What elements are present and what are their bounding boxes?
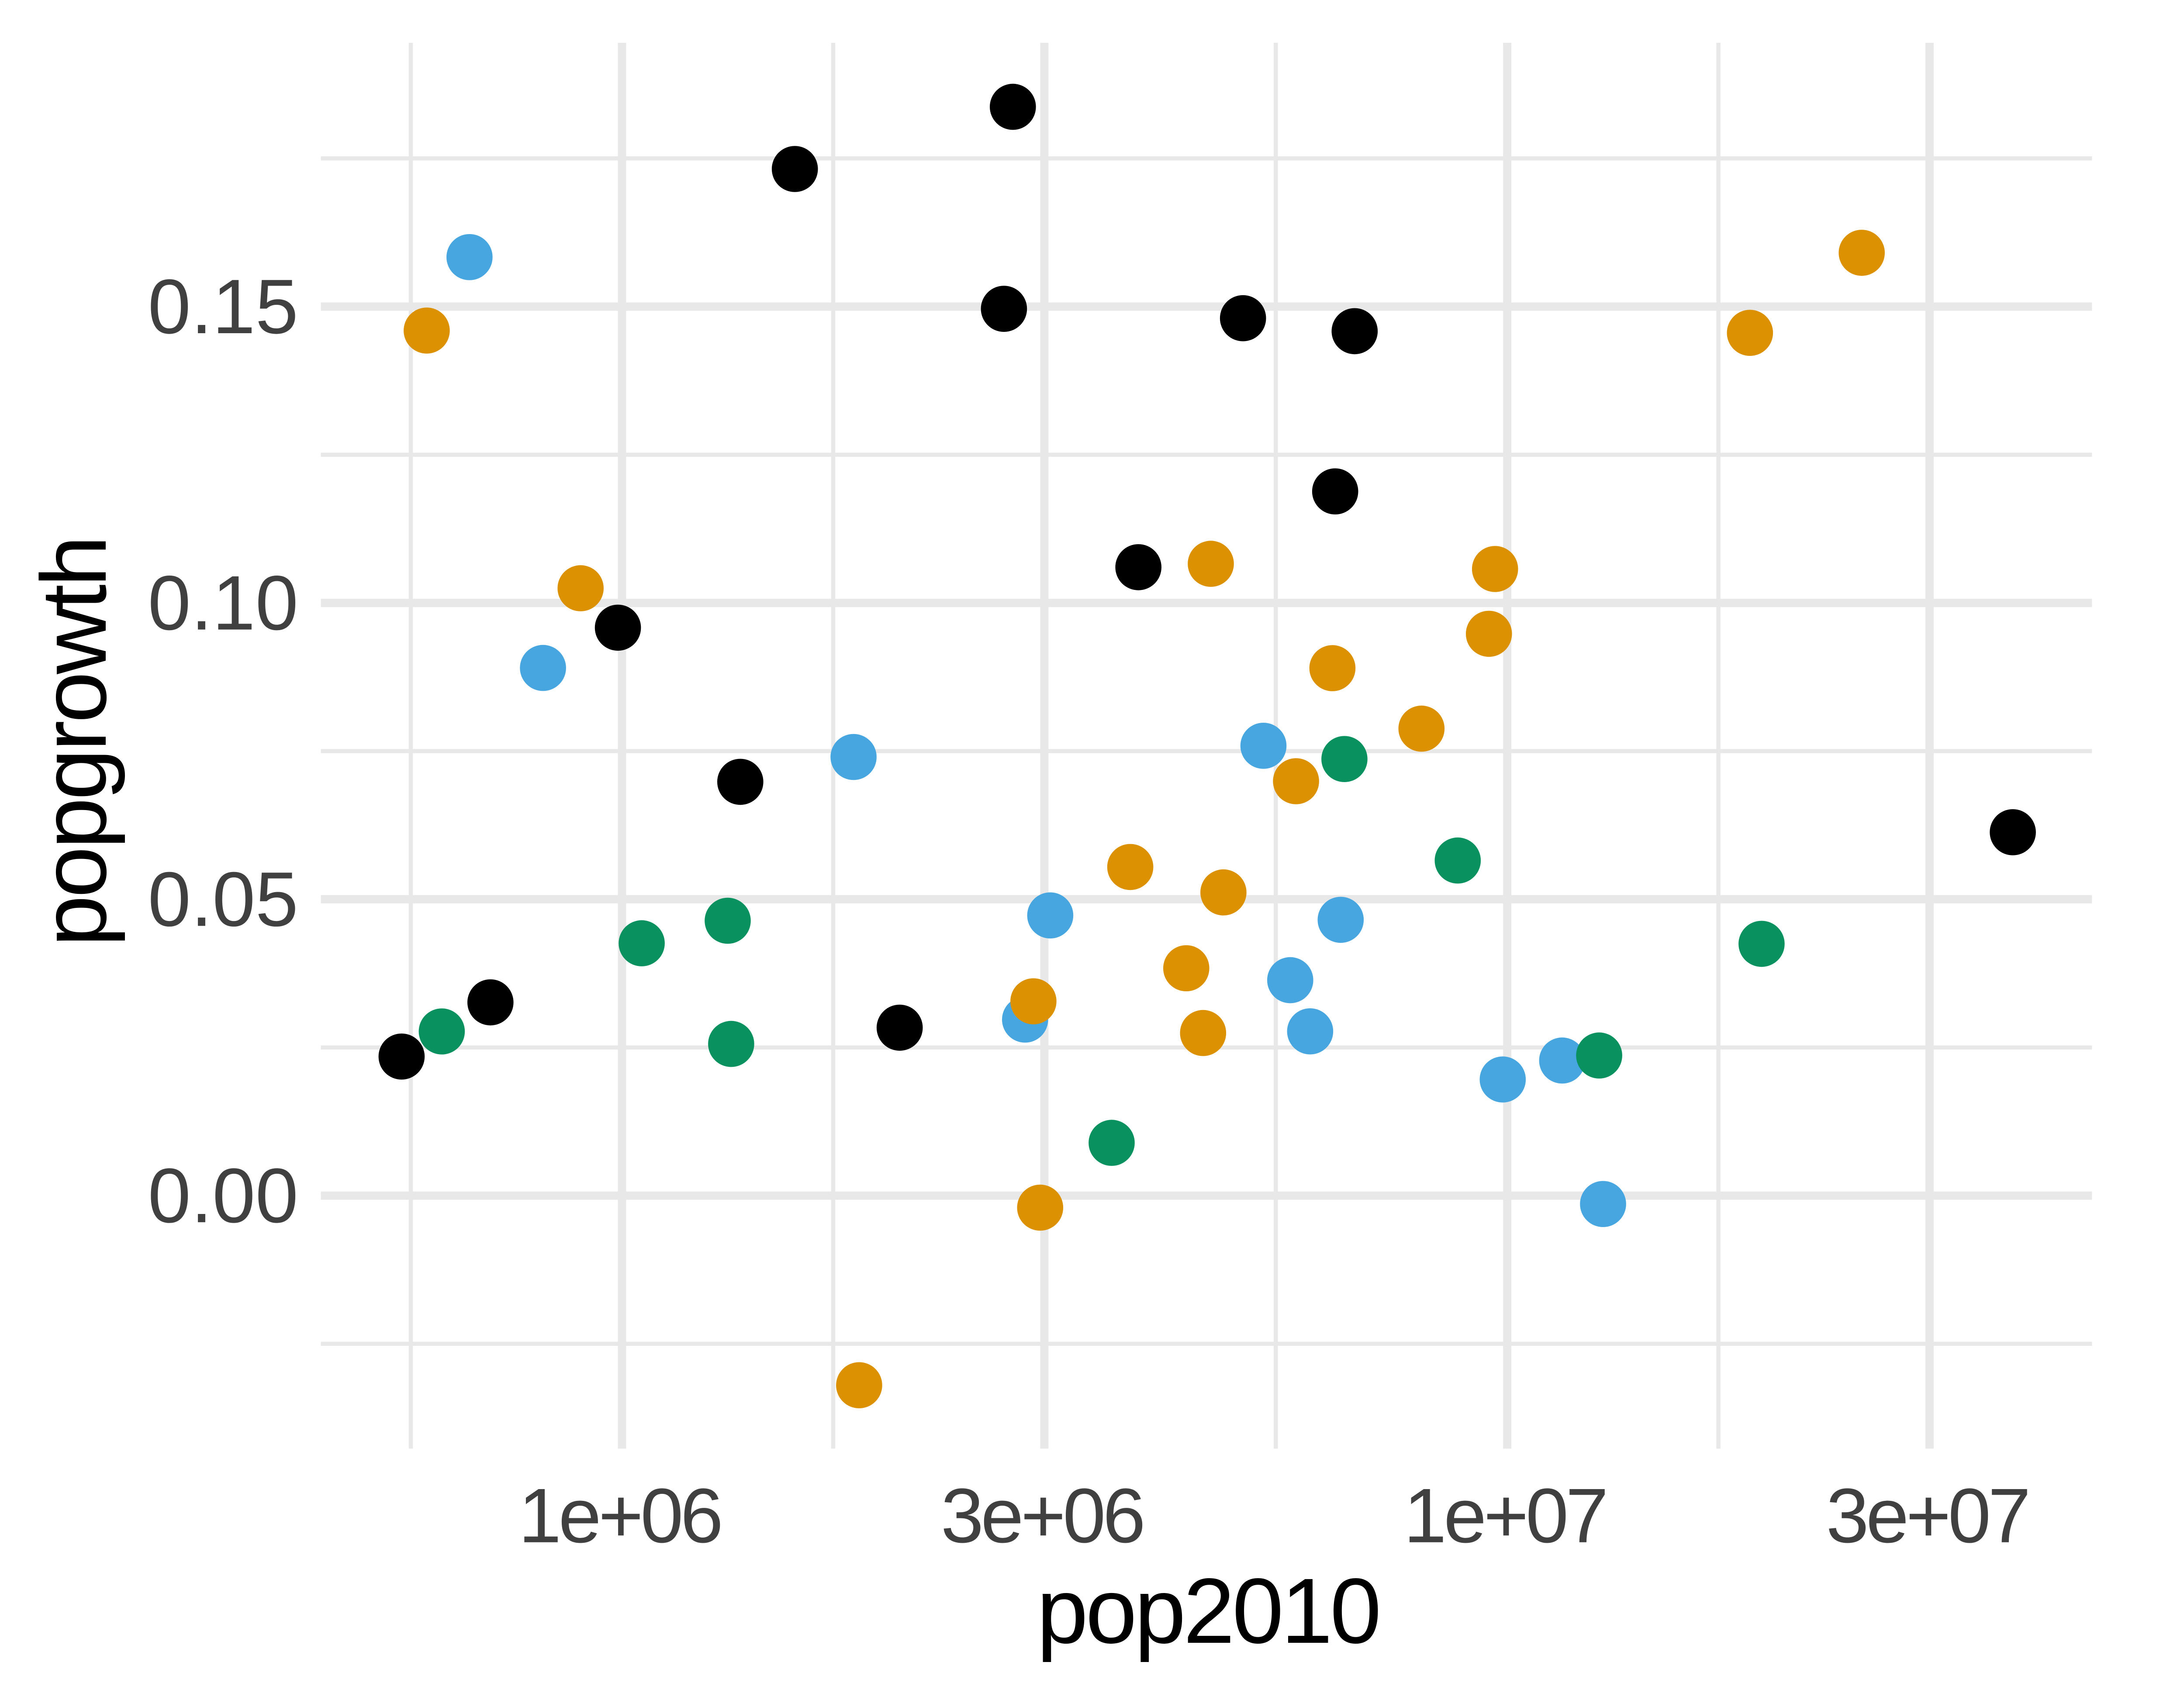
svg-text:3e+07: 3e+07 (1826, 1472, 2028, 1559)
svg-text:pop2010: pop2010 (1037, 1559, 1379, 1662)
svg-text:0.10: 0.10 (148, 560, 299, 646)
svg-text:1e+07: 1e+07 (1404, 1472, 1606, 1559)
svg-text:0.00: 0.00 (148, 1152, 299, 1239)
svg-text:0.15: 0.15 (148, 263, 299, 350)
svg-text:popgrowth: popgrowth (22, 538, 125, 947)
svg-text:1e+06: 1e+06 (518, 1472, 720, 1559)
svg-text:0.05: 0.05 (148, 856, 299, 942)
svg-text:3e+06: 3e+06 (941, 1472, 1143, 1559)
